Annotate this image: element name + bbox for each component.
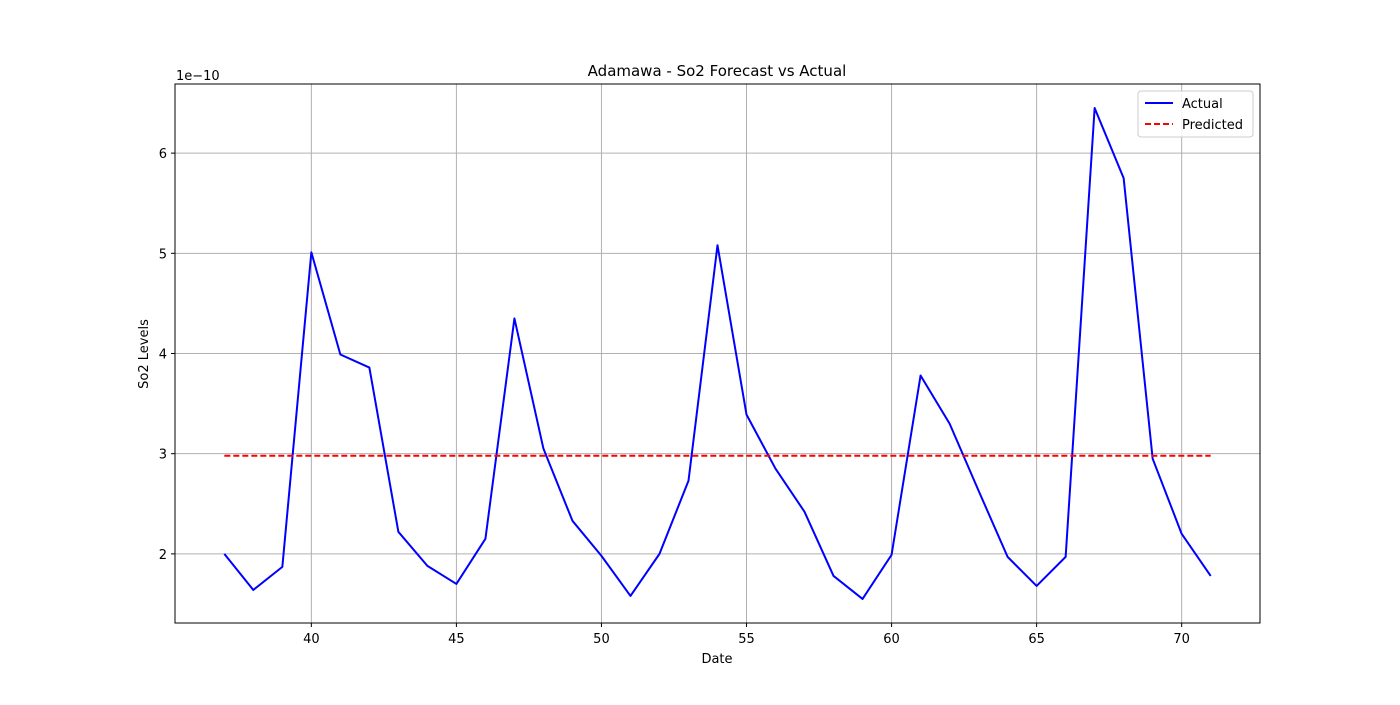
x-tick-label: 65 (1028, 632, 1045, 647)
x-tick-label: 60 (883, 632, 900, 647)
x-tick-label: 70 (1173, 632, 1190, 647)
legend-label-predicted: Predicted (1182, 118, 1243, 133)
y-axis-ticks: 2 3 4 5 6 (159, 147, 175, 563)
x-tick-label: 40 (303, 632, 320, 647)
x-tick-label: 45 (448, 632, 465, 647)
series-line-actual (223, 107, 1212, 600)
y-tick-label: 3 (159, 448, 167, 463)
y-tick-label: 4 (159, 348, 167, 363)
y-tick-label: 2 (159, 548, 167, 563)
y-axis-offset-label: 1e−10 (176, 69, 220, 84)
chart-title: Adamawa - So2 Forecast vs Actual (588, 62, 847, 80)
x-tick-label: 55 (738, 632, 755, 647)
y-tick-label: 6 (159, 147, 167, 162)
y-tick-label: 5 (159, 247, 167, 262)
x-axis-label: Date (701, 652, 732, 667)
x-tick-label: 50 (593, 632, 610, 647)
x-axis-ticks: 40 45 50 55 60 65 70 (303, 623, 1190, 647)
y-axis-label: So2 Levels (137, 319, 152, 389)
series-layer (223, 107, 1212, 600)
legend-label-actual: Actual (1182, 97, 1223, 112)
legend: Actual Predicted (1137, 90, 1254, 138)
